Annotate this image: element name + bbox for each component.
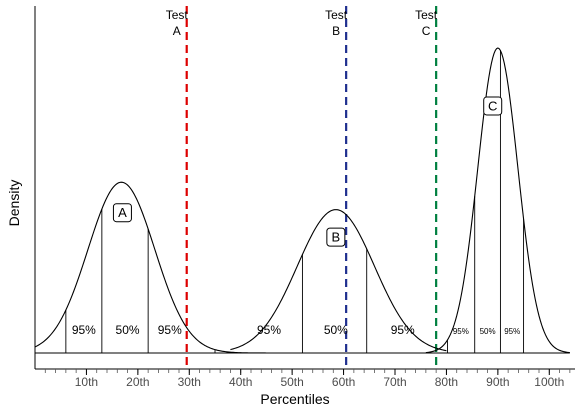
reference-label-top: Test [325,8,348,22]
reference-labels: Test A Test B Test C [166,8,438,38]
x-tick-label: 30th [178,375,201,389]
interval-label: 50% [324,323,348,337]
density-curves: 95% 50% 95% A 95% 50% 95% B 95% 50% 95% C [34,47,570,354]
interval-label: 95% [158,323,182,337]
reference-label-bottom: A [173,24,181,38]
reference-label-top: Test [166,8,189,22]
interval-label: 95% [72,323,96,337]
axes [34,6,575,370]
curve-label-box [112,203,132,223]
interval-label: 50% [116,323,140,337]
interval-label: 95% [453,327,469,336]
density-curve [425,47,570,354]
reference-lines [185,6,438,369]
x-tick-label: 100th [534,375,564,389]
x-tick-label: 20th [126,375,149,389]
x-axis-ticks: 10th 20th 30th 40th 50th 60th 70th 80th 90th 100t… [44,369,571,389]
reference-label-bottom: C [422,24,431,38]
reference-label-top: Test [415,8,438,22]
curve-label-box [483,96,503,116]
x-axis-label: Percentiles [260,391,329,407]
x-tick-label: 60th [332,375,355,389]
x-tick-label: 80th [435,375,458,389]
x-tick-label: 10th [75,375,98,389]
interval-label: 50% [480,327,496,336]
y-axis-label: Density [6,180,22,227]
interval-label: 95% [504,327,520,336]
density-curve [230,209,447,352]
reference-label-bottom: B [332,24,340,38]
curve-label: B [332,230,341,245]
x-tick-label: 50th [280,375,303,389]
curve-label: A [118,205,127,220]
interval-label: 95% [257,323,281,337]
x-tick-label: 40th [229,375,252,389]
curve-label: C [488,98,497,113]
curve-label-box [326,227,346,247]
x-tick-label: 90th [486,375,509,389]
x-tick-label: 70th [383,375,406,389]
interval-label: 95% [391,323,415,337]
